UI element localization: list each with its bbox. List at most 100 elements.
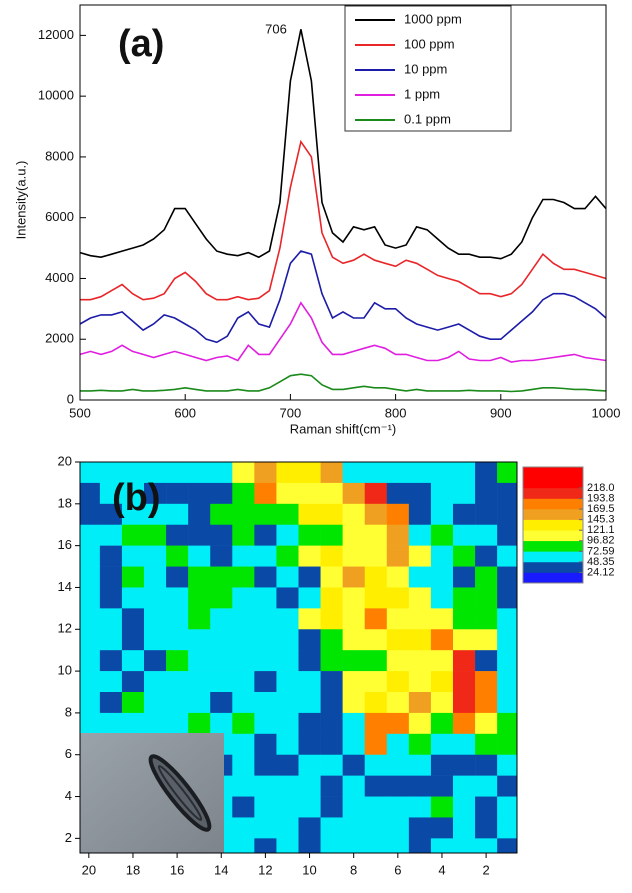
heatmap-cell	[342, 587, 366, 609]
heatmap-cell	[144, 587, 167, 609]
heatmap-cell	[254, 629, 277, 651]
heatmap-cell	[276, 775, 299, 797]
heatmap-cell	[386, 503, 410, 526]
heatmap-cell	[475, 671, 498, 693]
heatmap-cell	[452, 754, 476, 776]
heatmap-cell	[342, 712, 366, 735]
heatmap-cell	[475, 503, 498, 526]
heatmap-cell	[430, 692, 454, 714]
heatmap-cell	[497, 629, 517, 651]
heatmap-cell	[452, 817, 476, 839]
heatmap-cell	[210, 629, 233, 651]
heatmap-cell	[452, 503, 476, 526]
heatmap-cell	[320, 566, 343, 588]
y-tick-label: 0	[67, 391, 74, 406]
heatmap-cell	[254, 817, 277, 839]
heatmap-cell	[408, 524, 432, 546]
x-tick-label: 14	[214, 862, 228, 877]
colorbar-band	[523, 551, 583, 563]
heatmap-cell	[452, 650, 476, 672]
heatmap-cell	[364, 692, 388, 714]
heatmap-cell	[254, 775, 277, 797]
plot-a	[79, 29, 607, 401]
colorbar-label: 193.8	[587, 492, 615, 504]
heatmap-cell	[276, 754, 299, 776]
heatmap-cell	[320, 775, 343, 797]
heatmap-cell	[254, 796, 277, 818]
heatmap-cell	[342, 775, 366, 797]
heatmap-cell	[430, 629, 454, 651]
heatmap-cell	[475, 817, 498, 839]
x-tick-label: 4	[438, 862, 445, 877]
heatmap-cell	[121, 587, 145, 609]
heatmap-cell	[475, 754, 498, 776]
heatmap-cell	[121, 671, 145, 693]
heatmap-cell	[320, 733, 343, 756]
heatmap-cell	[497, 796, 517, 818]
heatmap-cell	[408, 608, 432, 630]
heatmap-cell	[364, 608, 388, 630]
heatmap-cell	[452, 796, 476, 818]
heatmap-cell	[99, 671, 123, 693]
heatmap-cell	[386, 817, 410, 839]
x-tick-label: 8	[350, 862, 357, 877]
colorbar-band	[523, 487, 583, 499]
heatmap-cell	[80, 587, 101, 609]
heatmap-cell	[232, 503, 255, 526]
heatmap-cell	[210, 524, 233, 546]
heatmap-cell	[80, 503, 101, 526]
heatmap-cell	[232, 545, 255, 567]
colorbar-frame	[522, 466, 584, 584]
heatmap-cell	[364, 566, 388, 588]
heatmap-cell	[188, 692, 211, 714]
x-tick-label: 12	[258, 862, 272, 877]
series-line	[79, 29, 607, 260]
heatmap-cell	[320, 462, 343, 484]
legend-label: 1 ppm	[404, 86, 440, 101]
heatmap-cell	[254, 650, 277, 672]
heatmap-cell	[254, 754, 277, 776]
heatmap-cell	[276, 733, 299, 756]
heatmap-cell	[276, 482, 299, 505]
x-tick-label: 2	[482, 862, 489, 877]
heatmap-cell	[320, 587, 343, 609]
heatmap-cell	[276, 587, 299, 609]
heatmap-cell	[276, 545, 299, 567]
colorbar-band	[523, 509, 583, 520]
heatmap-cell	[144, 629, 167, 651]
heatmap-cell	[320, 671, 343, 693]
heatmap-cell	[430, 733, 454, 756]
heatmap-cell	[276, 524, 299, 546]
heatmap-cell	[386, 462, 410, 484]
colorbar-band	[523, 519, 583, 531]
heatmap-cell	[188, 503, 211, 526]
heatmap-cell	[452, 462, 476, 484]
heatmap-cell	[497, 671, 517, 693]
heatmap-cell	[430, 503, 454, 526]
heatmap-cell	[320, 838, 343, 853]
heatmap-cell	[254, 733, 277, 756]
heatmap-cell	[430, 608, 454, 630]
heatmap-cell	[364, 503, 388, 526]
heatmap-cell	[166, 712, 189, 735]
y-tick-label: 10	[58, 663, 72, 678]
heatmap-cell	[452, 692, 476, 714]
heatmap-cell	[276, 796, 299, 818]
heatmap-cell	[166, 608, 189, 630]
heatmap-cell	[497, 545, 517, 567]
heatmap-cell	[298, 587, 321, 609]
heatmap-cell	[430, 566, 454, 588]
heatmap-cell	[232, 796, 255, 818]
heatmap-cell	[188, 650, 211, 672]
heatmap-cell	[210, 692, 233, 714]
heatmap-cell	[342, 482, 366, 505]
heatmap-cell	[386, 733, 410, 756]
heatmap-cell	[475, 462, 498, 484]
heatmap-cell	[430, 671, 454, 693]
heatmap-cell	[430, 524, 454, 546]
heatmap-cell	[430, 775, 454, 797]
heatmap-cell	[408, 587, 432, 609]
heatmap-cell	[452, 587, 476, 609]
heatmap-cell	[342, 608, 366, 630]
heatmap-cell	[254, 608, 277, 630]
